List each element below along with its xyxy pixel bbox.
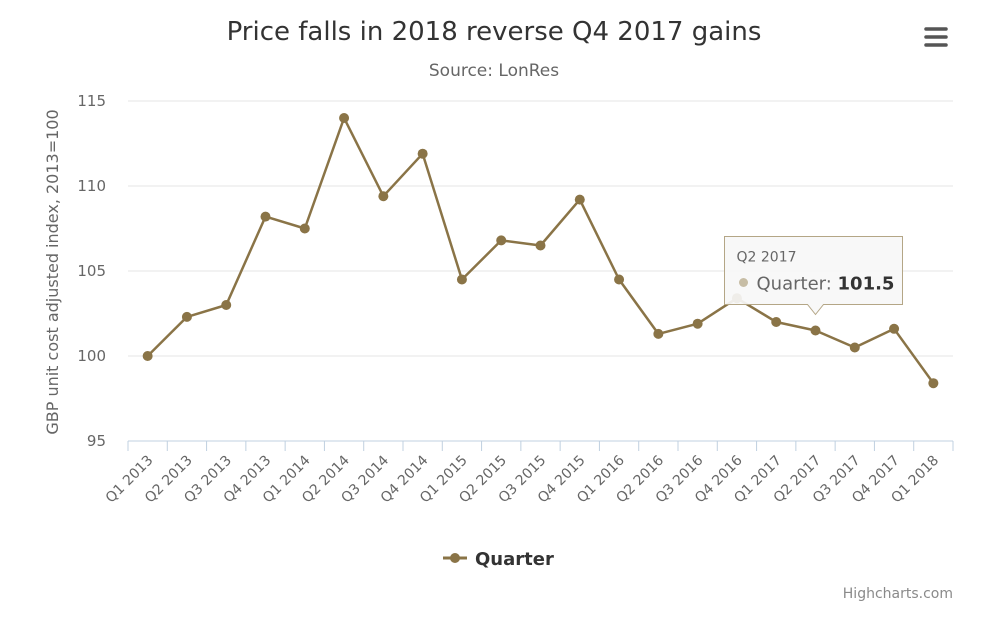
- y-axis-label: GBP unit cost adjusted index, 2013=100: [43, 109, 62, 434]
- context-menu-button[interactable]: [915, 20, 957, 54]
- y-tick-label: 100: [77, 347, 106, 365]
- legend[interactable]: Quarter: [443, 549, 554, 570]
- data-point-marker[interactable]: [614, 274, 625, 285]
- data-point-marker[interactable]: [299, 223, 310, 234]
- data-point-marker[interactable]: [692, 318, 703, 329]
- chart-title: Price falls in 2018 reverse Q4 2017 gain…: [227, 17, 762, 47]
- hamburger-menu-icon: [924, 27, 948, 47]
- series-group: [142, 113, 939, 389]
- tooltip-body: Quarter: 101.5: [757, 274, 895, 295]
- data-point-marker[interactable]: [456, 274, 467, 285]
- legend-marker-symbol: [450, 553, 460, 563]
- data-point-marker[interactable]: [771, 317, 782, 327]
- chart-subtitle: Source: LonRes: [429, 61, 559, 81]
- credits-link[interactable]: Highcharts.com: [843, 586, 953, 602]
- data-point-marker[interactable]: [810, 325, 821, 336]
- y-tick-label: 105: [77, 262, 106, 280]
- tooltip: Q2 2017 Quarter: 101.5: [724, 236, 903, 316]
- data-point-marker[interactable]: [260, 211, 271, 222]
- data-point-marker[interactable]: [928, 378, 939, 389]
- data-point-marker[interactable]: [142, 351, 153, 361]
- y-tick-label: 115: [77, 92, 106, 110]
- data-point-marker[interactable]: [417, 148, 428, 159]
- data-point-marker[interactable]: [378, 191, 389, 202]
- tooltip-header: Q2 2017: [737, 250, 797, 266]
- grid-lines: [128, 100, 953, 357]
- y-tick-label: 95: [87, 432, 106, 450]
- data-point-marker[interactable]: [339, 113, 350, 123]
- data-point-marker[interactable]: [889, 323, 900, 334]
- data-point-marker[interactable]: [653, 328, 664, 339]
- legend-item-label[interactable]: Quarter: [475, 549, 554, 570]
- data-point-marker[interactable]: [496, 235, 507, 246]
- data-point-marker[interactable]: [574, 194, 585, 205]
- data-point-marker[interactable]: [221, 300, 232, 310]
- y-tick-label: 110: [77, 177, 106, 195]
- data-point-marker[interactable]: [849, 342, 860, 353]
- tooltip-box: [724, 236, 903, 316]
- data-point-marker[interactable]: [535, 240, 546, 251]
- tooltip-series-dot: [739, 278, 748, 287]
- data-point-marker[interactable]: [181, 311, 192, 322]
